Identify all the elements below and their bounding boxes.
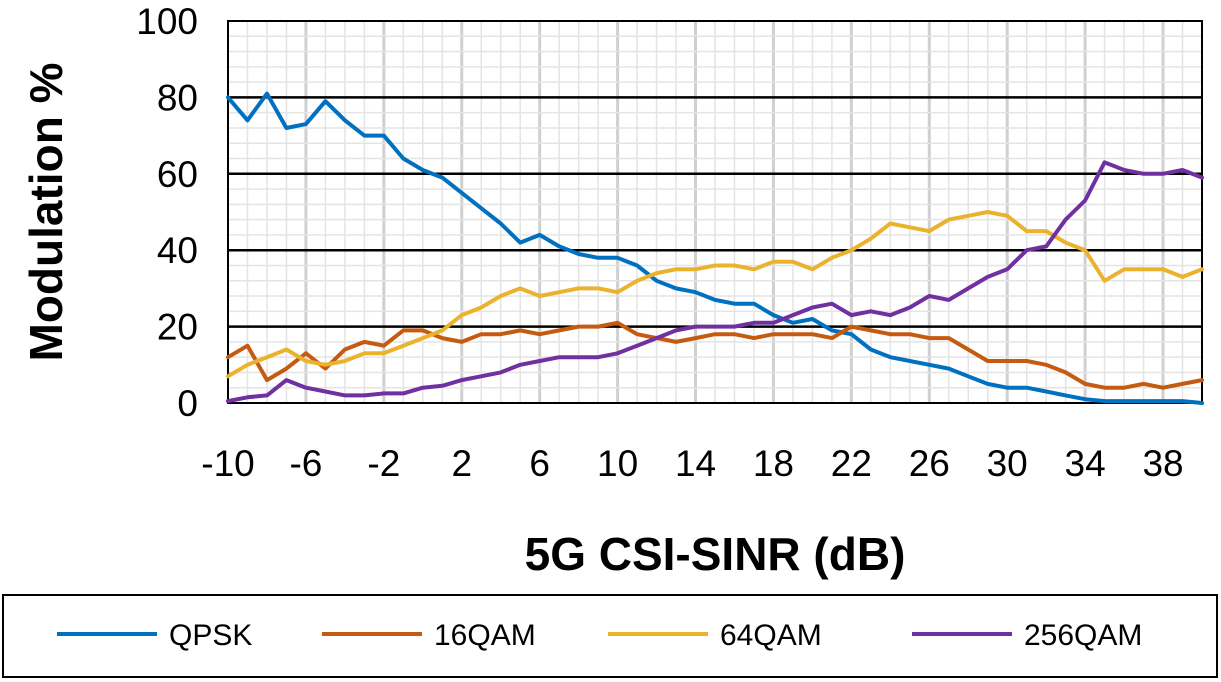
series-layer [226, 91, 1204, 405]
legend: QPSK 16QAM 64QAM 256QAM [2, 594, 1218, 678]
x-axis-title: 5G CSI-SINR (dB) [525, 528, 906, 580]
x-tick-label: 10 [597, 443, 638, 484]
x-tick-label: 18 [753, 443, 794, 484]
y-tick-label: 0 [177, 383, 198, 424]
x-tick-label: 38 [1142, 443, 1183, 484]
legend-label-16qam: 16QAM [434, 619, 536, 652]
y-tick-label: 100 [136, 1, 198, 42]
x-tick-labels: -10 -6 -2 2 6 10 14 18 22 26 30 34 38 [201, 443, 1183, 484]
series-line-16qam [226, 320, 1204, 390]
x-tick-label: 6 [529, 443, 550, 484]
x-tick-label: -6 [289, 443, 322, 484]
x-tick-label: 30 [987, 443, 1028, 484]
x-tick-label: 26 [909, 443, 950, 484]
legend-label-64qam: 64QAM [720, 619, 822, 652]
y-axis-title: Modulation % [20, 63, 72, 362]
series-line-qpsk [226, 91, 1204, 405]
x-tick-label: 34 [1065, 443, 1106, 484]
y-tick-label: 60 [157, 154, 198, 195]
y-tick-label: 40 [157, 230, 198, 271]
legend-box [2, 594, 1218, 678]
x-tick-label: -2 [367, 443, 400, 484]
y-tick-label: 20 [157, 307, 198, 348]
legend-label-256qam: 256QAM [1024, 619, 1142, 652]
series-line-256qam [226, 160, 1204, 404]
x-tick-label: 2 [451, 443, 472, 484]
x-tick-label: 22 [831, 443, 872, 484]
y-tick-labels: 0 20 40 60 80 100 [136, 1, 198, 424]
x-tick-label: 14 [675, 443, 716, 484]
plot-area-border [227, 20, 1203, 404]
x-tick-label: -10 [201, 443, 254, 484]
series-line-64qam [226, 210, 1204, 379]
legend-label-qpsk: QPSK [169, 619, 252, 652]
y-tick-label: 80 [157, 77, 198, 118]
